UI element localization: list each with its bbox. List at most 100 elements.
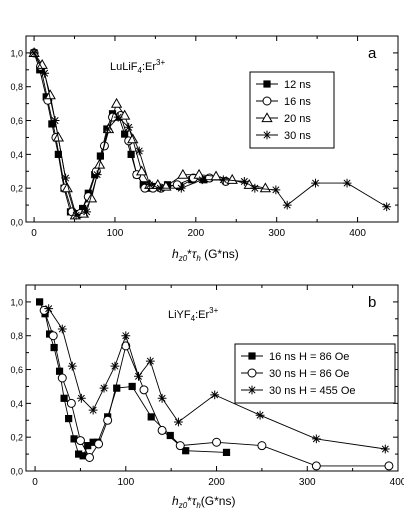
data-point [79,452,87,460]
x-tick-label: 200 [208,477,225,488]
data-point [212,437,222,447]
sample-subscript: 4 [138,66,143,75]
data-point [210,390,220,400]
series-line [39,301,227,457]
series-line [43,310,389,467]
x-axis-label-tau: τ [192,247,198,261]
data-point [139,385,149,395]
data-point [50,343,58,352]
data-point [75,436,85,446]
x-tick-label: 100 [107,228,124,239]
data-point [147,413,155,421]
data-point [226,173,238,184]
data-point [342,178,352,188]
data-point [96,152,104,160]
data-point [88,405,98,415]
data-point [55,367,64,375]
data-point [380,444,390,454]
data-point [110,361,120,371]
data-point [384,461,394,471]
data-point [382,202,392,212]
y-tick-label: 0,8 [10,331,23,341]
data-point [82,207,92,217]
x-tick-label: 200 [187,228,204,239]
sample-label: LuLiF4:Er3+ [110,58,165,75]
y-tick-label: 1,0 [10,48,23,58]
y-tick-label: 0,8 [10,82,23,92]
data-point [134,146,144,156]
data-point [61,173,71,183]
y-tick-label: 0,0 [10,467,23,477]
x-tick-label: 400 [349,228,366,239]
y-tick-label: 0,2 [10,184,23,194]
data-point [271,185,281,195]
y-tick-label: 0,6 [10,116,23,126]
data-point [175,441,185,451]
x-tick-label: 400 [390,477,404,488]
legend-marker [262,96,272,106]
legend-marker [263,80,271,88]
x-tick-label: 0 [31,228,37,239]
legend: 16 ns H = 86 Oe 30 ns H = 86 Oe 30 ns H = … [234,343,396,404]
x-tick-label: 300 [268,228,285,239]
sample-dopant: :Er [142,61,156,73]
plot-frame [25,35,399,223]
data-point [113,384,121,392]
sample-name: LiYF [168,309,191,321]
x-axis-label-sub2: h [196,254,201,263]
data-point [121,130,129,138]
data-point [92,170,102,180]
data-point [157,425,167,435]
legend-label: 30 ns H = 86 Oe [269,368,349,380]
data-point [134,371,143,381]
panel-label: a [368,45,377,62]
data-point [66,398,76,408]
legend-marker [261,112,273,123]
data-point [84,442,92,450]
panel-a: 0 100 200 300 400 0,0 0,2 0,4 0,6 0,8 1,0 a LuLiF4:E… [10,35,399,263]
x-axis-label-h: h [172,247,179,261]
x-axis-label-star: * [187,247,192,261]
x-axis-label-sub: z0 [178,254,188,263]
series-2 [39,305,394,471]
x-axis-label: hz0*τh (G*ns) [172,247,239,263]
data-point [124,122,134,132]
data-point [110,97,123,108]
data-point [54,150,62,158]
data-point [103,124,113,134]
legend-label: 16 ns H = 86 Oe [269,351,349,363]
data-point [176,183,186,193]
data-point [70,435,78,443]
legend-marker [262,130,272,140]
x-axis-label-unit: (G*ns) [201,247,239,261]
data-point [155,183,165,193]
data-point [128,382,136,391]
data-point [44,304,54,314]
data-point [48,331,58,341]
data-point [89,438,97,446]
data-point [193,168,205,179]
data-point [94,439,104,449]
x-axis-label-star: * [187,494,192,508]
data-point [182,447,190,455]
y-tick-label: 0,2 [10,433,23,443]
x-axis-label-sub: z0 [178,501,188,510]
data-point [282,200,292,210]
data-point [121,331,131,341]
legend-label: 30 ns H = 455 Oe [269,385,356,397]
data-point [255,410,265,420]
data-point [85,192,98,203]
legend-label: 12 ns [284,79,311,91]
data-point [57,373,67,383]
data-point [61,182,73,193]
plot-frame [25,284,399,472]
data-point [48,120,56,128]
sample-label: LiYF4:Er3+ [168,306,219,323]
data-point [311,178,320,188]
legend-marker [248,352,256,360]
x-axis-label-tau: τ [192,494,198,508]
x-tick-label: 0 [32,477,38,488]
sample-name: LuLiF [110,61,138,73]
legend-marker [247,368,257,378]
